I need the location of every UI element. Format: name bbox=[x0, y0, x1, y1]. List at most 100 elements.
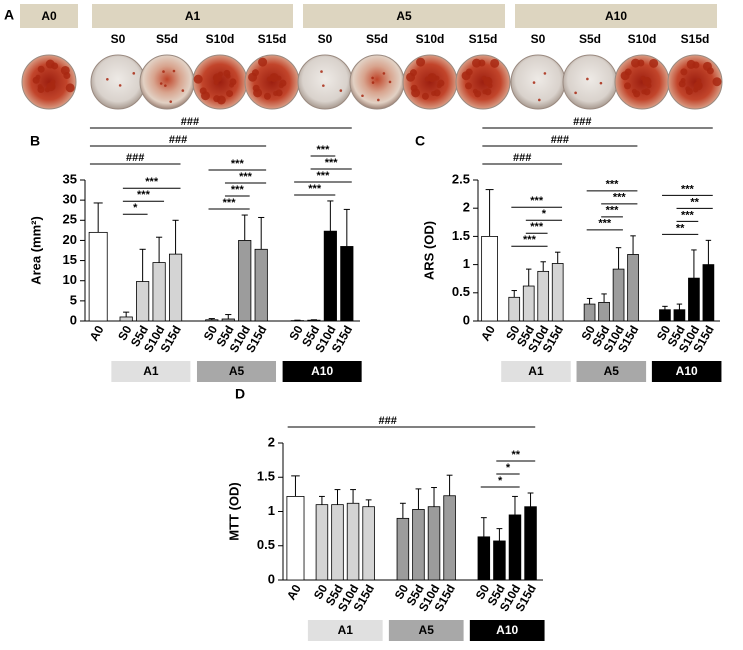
sample-label: S15d bbox=[681, 32, 710, 46]
stain bbox=[427, 72, 437, 82]
bar bbox=[346, 502, 360, 581]
significance-label: *** bbox=[523, 234, 537, 246]
y-tick-label: 1.5 bbox=[452, 228, 470, 243]
y-axis-label: ARS (OD) bbox=[421, 221, 436, 280]
stain bbox=[46, 82, 56, 92]
stain bbox=[269, 72, 279, 82]
stain bbox=[162, 70, 165, 73]
bar bbox=[362, 506, 375, 581]
bar bbox=[673, 309, 686, 322]
y-tick-label: 1 bbox=[463, 256, 470, 271]
sample-label: S5d bbox=[156, 32, 178, 46]
x-tick-label: S0 bbox=[578, 323, 598, 343]
stain bbox=[624, 82, 632, 90]
stain bbox=[472, 58, 482, 68]
sample-label: S15d bbox=[469, 32, 498, 46]
y-tick-label: 20 bbox=[63, 232, 77, 247]
x-tick-label: A0 bbox=[284, 582, 304, 603]
bar bbox=[340, 246, 354, 322]
x-tick-label: A0 bbox=[87, 323, 107, 344]
stain bbox=[680, 78, 686, 84]
stain bbox=[465, 68, 473, 76]
significance-label: ### bbox=[169, 134, 187, 146]
sample-label: S0 bbox=[318, 32, 333, 46]
bar bbox=[427, 506, 441, 581]
significance-label: *** bbox=[681, 183, 695, 195]
y-tick-label: 0.5 bbox=[257, 537, 275, 552]
group-label: A10 bbox=[676, 364, 698, 378]
panel-label: C bbox=[415, 133, 425, 149]
stain bbox=[164, 84, 167, 87]
significance-label: *** bbox=[325, 157, 339, 169]
bar bbox=[551, 263, 564, 322]
stain bbox=[252, 84, 260, 92]
stain bbox=[199, 87, 207, 95]
x-tick-label: S0 bbox=[286, 323, 306, 343]
stain bbox=[118, 84, 122, 87]
stain bbox=[382, 72, 386, 75]
sample-label: S5d bbox=[366, 32, 388, 46]
bar bbox=[537, 270, 550, 322]
significance-label: * bbox=[506, 462, 511, 474]
bar bbox=[508, 296, 521, 322]
group-name: A0 bbox=[41, 9, 57, 23]
y-axis-label: MTT (OD) bbox=[226, 482, 241, 540]
stain bbox=[478, 59, 486, 67]
significance-label: *** bbox=[239, 171, 253, 183]
sample-label: S0 bbox=[531, 32, 546, 46]
stain bbox=[388, 80, 392, 84]
stain bbox=[642, 76, 652, 86]
stain bbox=[169, 100, 173, 103]
significance-label: *** bbox=[223, 197, 237, 209]
well bbox=[349, 54, 405, 110]
well bbox=[402, 54, 458, 110]
significance-label: ** bbox=[511, 449, 520, 461]
x-tick-label: S0 bbox=[473, 582, 493, 602]
group-label: A10 bbox=[311, 364, 333, 378]
bar bbox=[598, 301, 610, 322]
stain bbox=[532, 81, 536, 84]
significance-label: *** bbox=[317, 170, 331, 182]
bar bbox=[136, 281, 150, 322]
stain bbox=[193, 74, 203, 84]
sample-label: S0 bbox=[111, 32, 126, 46]
significance-label: * bbox=[133, 202, 138, 214]
stain bbox=[278, 83, 284, 89]
bar bbox=[396, 517, 410, 581]
well bbox=[455, 54, 511, 110]
stain bbox=[693, 81, 703, 91]
x-tick-label: S0 bbox=[201, 323, 221, 343]
stain bbox=[322, 84, 325, 87]
stain bbox=[377, 98, 380, 102]
stain bbox=[706, 67, 714, 75]
significance-label: *** bbox=[231, 184, 245, 196]
bar bbox=[522, 285, 535, 322]
x-tick-label: S0 bbox=[654, 323, 674, 343]
bar bbox=[412, 509, 425, 581]
stain bbox=[586, 77, 589, 81]
significance-label: *** bbox=[606, 179, 620, 191]
y-tick-label: 2.5 bbox=[452, 171, 470, 186]
stain bbox=[181, 89, 185, 92]
panel-label: D bbox=[235, 386, 245, 402]
stain bbox=[692, 61, 700, 69]
x-tick-label: S0 bbox=[311, 582, 331, 602]
stain bbox=[229, 82, 235, 88]
stain bbox=[225, 73, 231, 79]
significance-label: *** bbox=[317, 144, 331, 156]
x-tick-label: S0 bbox=[392, 582, 412, 602]
sample-label: S15d bbox=[258, 32, 287, 46]
group-name: A10 bbox=[605, 9, 627, 23]
significance-label: *** bbox=[598, 218, 612, 230]
stain bbox=[51, 62, 59, 70]
y-tick-label: 10 bbox=[63, 272, 77, 287]
stain bbox=[680, 68, 688, 76]
significance-label: ### bbox=[378, 415, 396, 427]
bar bbox=[702, 264, 715, 322]
y-tick-label: 0 bbox=[463, 312, 470, 327]
significance-label: ### bbox=[126, 152, 144, 164]
y-tick-label: 0 bbox=[268, 571, 275, 586]
stain bbox=[436, 83, 442, 89]
significance-label: *** bbox=[530, 195, 544, 207]
sample-label: S10d bbox=[416, 32, 445, 46]
